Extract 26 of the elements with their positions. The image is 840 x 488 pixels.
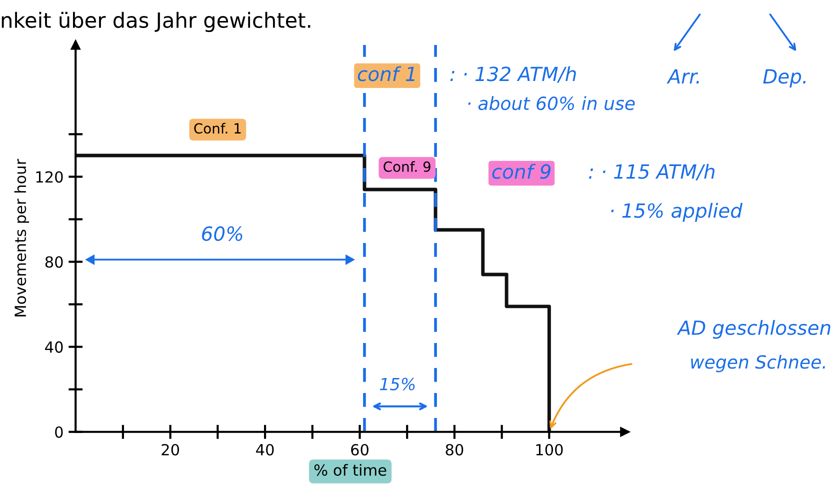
x-tick-label: 100	[536, 444, 563, 456]
text: wegen Schnee.	[691, 354, 825, 372]
x-tick-label: 60	[351, 444, 368, 456]
annotation: : · 132 ATM/h	[450, 66, 576, 83]
annotation: 15%	[380, 378, 415, 390]
y-tick-label: 0	[55, 426, 63, 438]
annotation: Conf. 1	[194, 122, 241, 134]
annotation: conf 9	[492, 164, 550, 179]
x-tick-label: 40	[256, 444, 274, 456]
x-axis-title: % of time	[314, 464, 386, 476]
y-tick-label: 40	[45, 341, 63, 353]
annotation: : · 115 ATM/h	[589, 164, 714, 180]
annotation: Conf. 9	[384, 161, 430, 172]
text: Dep.	[763, 69, 806, 88]
annotation: 60%	[202, 226, 242, 241]
annotation: · about 60% in use	[468, 96, 635, 110]
y-tick-label: 120	[36, 171, 63, 183]
y-axis-title: Movements per hour	[14, 158, 30, 316]
annotation: · 15% applied	[611, 202, 743, 222]
x-tick-label: 20	[162, 444, 180, 456]
x-tick-label: 80	[446, 444, 464, 456]
text: Arr.	[666, 69, 699, 84]
y-tick-label: 80	[45, 256, 63, 268]
annotation: conf 1	[358, 66, 414, 82]
text: AD geschlossen	[676, 320, 830, 339]
text: nkeit über das Jahr gewichtet.	[2, 12, 310, 32]
